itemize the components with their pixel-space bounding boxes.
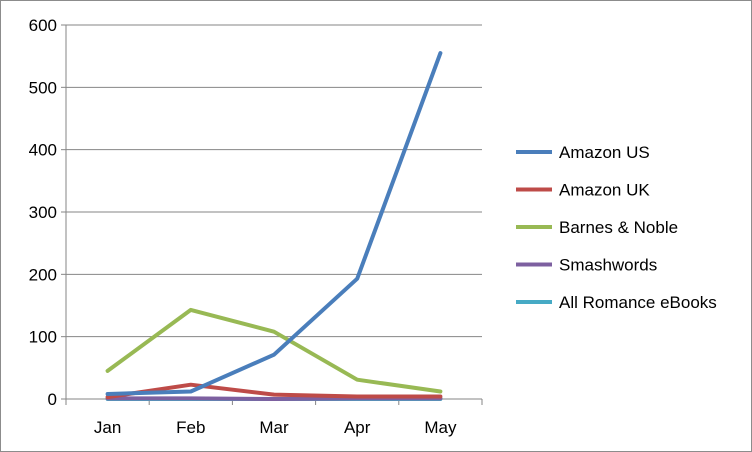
- y-tick-label: 400: [29, 141, 57, 160]
- legend-label: Smashwords: [559, 256, 657, 275]
- y-tick-label: 100: [29, 328, 57, 347]
- y-tick-label: 300: [29, 203, 57, 222]
- x-axis-tick-labels: Jan Feb Mar Apr May: [94, 418, 457, 437]
- axes: [61, 24, 483, 405]
- legend-label: Amazon UK: [559, 181, 650, 200]
- y-tick-label: 600: [29, 16, 57, 35]
- y-tick-label: 200: [29, 265, 57, 284]
- y-tick-label: 500: [29, 78, 57, 97]
- legend-label: Barnes & Noble: [559, 218, 678, 237]
- x-tick-label: Feb: [176, 418, 205, 437]
- x-tick-label: May: [424, 418, 457, 437]
- series-line-amazon-us: [105, 51, 443, 396]
- x-tick-label: Apr: [344, 418, 371, 437]
- y-tick-label: 0: [48, 390, 57, 409]
- series-lines: [105, 51, 443, 401]
- legend-label: All Romance eBooks: [559, 293, 717, 312]
- y-axis-tick-labels: 0 100 200 300 400 500 600: [29, 16, 57, 409]
- gridlines: [66, 24, 482, 338]
- x-tick-label: Jan: [94, 418, 121, 437]
- legend: Amazon US Amazon UK Barnes & Noble Smashwor…: [516, 143, 717, 312]
- series-line-amazon-uk: [105, 382, 443, 400]
- series-line-barnes-noble: [105, 307, 443, 394]
- x-tick-label: Mar: [259, 418, 289, 437]
- legend-label: Amazon US: [559, 143, 650, 162]
